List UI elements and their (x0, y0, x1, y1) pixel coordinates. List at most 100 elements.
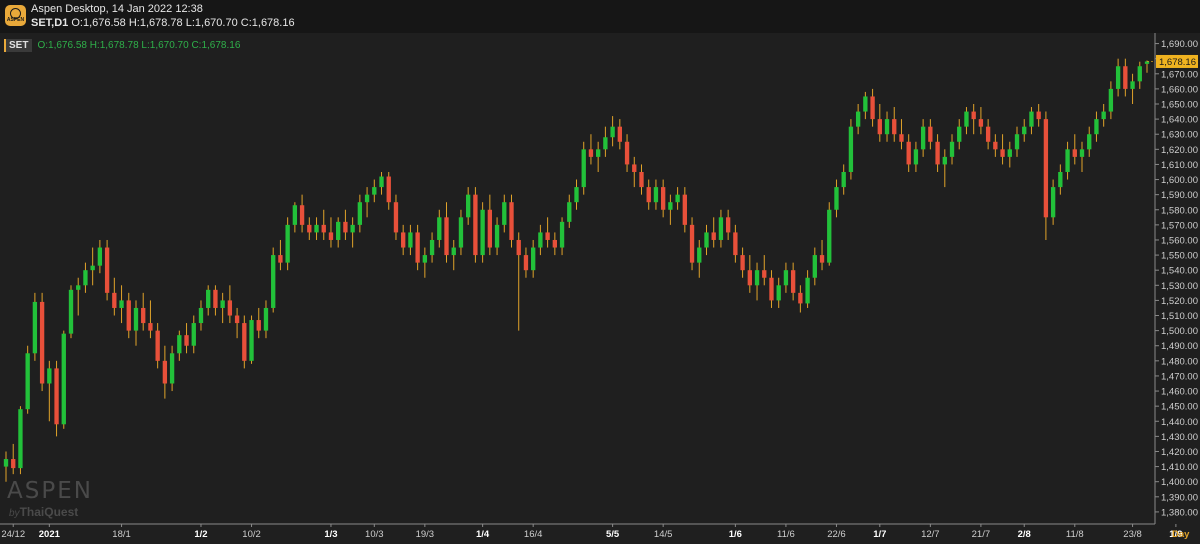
price-tick-label: 1,640.00 (1161, 115, 1198, 126)
candle-body-up (581, 149, 586, 188)
candle-body-down (141, 307, 146, 324)
candle-body-up (379, 176, 384, 188)
date-tick-label: 18/1 (112, 529, 131, 540)
candle-body-up (957, 126, 962, 142)
candle-body-up (285, 224, 290, 263)
candle-body-up (90, 265, 95, 271)
candle-body-up (422, 255, 428, 263)
candle-body-up (1101, 111, 1106, 120)
candle-body-up (466, 194, 471, 218)
candle-body-up (538, 232, 543, 248)
symbol-timeframe: SET,D1 (31, 17, 69, 29)
candle-body-up (68, 289, 74, 334)
candle-body-down (639, 171, 644, 188)
candle-body-up (884, 119, 890, 135)
candle-body-down (617, 126, 622, 142)
candle-body-up (372, 187, 377, 195)
candle-body-up (1014, 134, 1020, 150)
date-tick-label: 11/8 (1066, 529, 1084, 540)
price-axis[interactable]: 1,380.00 1,390.00 1,400.00 1,410.00 1,420.00… (1147, 33, 1200, 544)
candle-body-up (1079, 149, 1085, 157)
thaiquest-watermark: byThaiQuest (9, 505, 78, 519)
candle-body-up (47, 368, 52, 384)
candle-body-up (97, 247, 103, 266)
price-tick-label: 1,460.00 (1161, 387, 1198, 398)
date-tick-label: 1/2 (194, 529, 207, 540)
candle-body-down (126, 300, 131, 331)
window-title: Aspen Desktop, 14 Jan 2022 12:38 (31, 3, 203, 15)
candle-body-up (1115, 66, 1121, 89)
candle-body-down (386, 176, 391, 203)
price-tick-label: 1,430.00 (1161, 432, 1198, 443)
candle-body-down (725, 217, 731, 233)
candle-body-up (292, 205, 298, 225)
candle-body-down (660, 187, 666, 210)
candle-body-up (920, 126, 926, 150)
candle-body-up (408, 232, 413, 248)
candle-body-down (1000, 149, 1005, 157)
candle-body-down (993, 141, 998, 150)
candle-body-up (603, 137, 608, 150)
candle-body-up (949, 141, 955, 157)
candle-body-down (148, 323, 153, 331)
candle-body-down (213, 289, 218, 308)
candle-body-up (704, 232, 709, 248)
candle-body-down (1036, 111, 1041, 120)
price-tick-label: 1,580.00 (1161, 205, 1198, 216)
date-tick-label: 11/6 (777, 529, 795, 540)
candle-body-up (314, 224, 319, 233)
candle-body-up (25, 353, 30, 410)
last-price-label: 1,678.16 (1159, 57, 1196, 68)
price-tick-label: 1,490.00 (1161, 341, 1198, 352)
candle-body-down (971, 111, 976, 120)
price-tick-label: 1,620.00 (1161, 145, 1198, 156)
candle-body-up (834, 187, 839, 210)
candle-body-down (393, 202, 399, 233)
candle-body-down (162, 360, 168, 384)
candle-body-up (697, 247, 702, 263)
candle-body-up (458, 217, 464, 248)
price-tick-label: 1,450.00 (1161, 402, 1198, 413)
candle-body-up (1007, 149, 1012, 157)
candle-body-up (76, 285, 81, 290)
candle-body-up (32, 301, 38, 354)
candle-body-down (552, 239, 558, 248)
candle-body-up (848, 126, 854, 172)
candle-body-up (494, 224, 500, 248)
candle-body-down (646, 187, 651, 203)
price-tick-label: 1,600.00 (1161, 175, 1198, 186)
candle-body-up (1087, 134, 1092, 150)
plot-area[interactable] (0, 33, 1155, 524)
price-tick-label: 1,540.00 (1161, 266, 1198, 277)
candle-body-up (776, 285, 781, 301)
date-axis[interactable]: 24/12 2021 18/1 1/2 10/2 1/3 10/3 19/3 1/4 16/4 5/… (0, 523, 1200, 540)
candle-body-down (39, 301, 45, 384)
candle-body-up (1144, 61, 1150, 64)
symbol-badge[interactable]: SET (4, 38, 33, 52)
candle-body-down (54, 368, 59, 425)
candle-body-down (935, 141, 940, 165)
candle-body-down (227, 300, 233, 316)
date-tick-label: 2/8 (1018, 529, 1031, 540)
price-tick-label: 1,410.00 (1161, 462, 1198, 473)
candlestick-chart[interactable]: 1,380.00 1,390.00 1,400.00 1,410.00 1,420.00… (0, 33, 1200, 544)
candle-body-up (177, 335, 182, 354)
candle-body-up (3, 459, 9, 467)
candle-body-down (711, 232, 716, 240)
candle-body-up (61, 333, 66, 425)
candle-body-down (762, 270, 767, 278)
price-tick-label: 1,470.00 (1161, 371, 1198, 382)
candle-body-up (206, 289, 211, 308)
candle-body-down (928, 126, 933, 142)
candle-body-down (401, 232, 406, 248)
candle-body-down (256, 320, 261, 331)
candle-body-up (754, 270, 760, 286)
candle-body-down (624, 141, 630, 165)
price-tick-label: 1,590.00 (1161, 190, 1198, 201)
price-axis-background (1155, 33, 1200, 544)
candle-body-up (263, 307, 269, 331)
legend-ohlc-values: O:1,676.58 H:1,678.78 L:1,670.70 C:1,678… (37, 39, 241, 51)
watermark-by: by (9, 508, 20, 519)
candles (3, 58, 1150, 482)
candle-body-up (805, 277, 810, 304)
